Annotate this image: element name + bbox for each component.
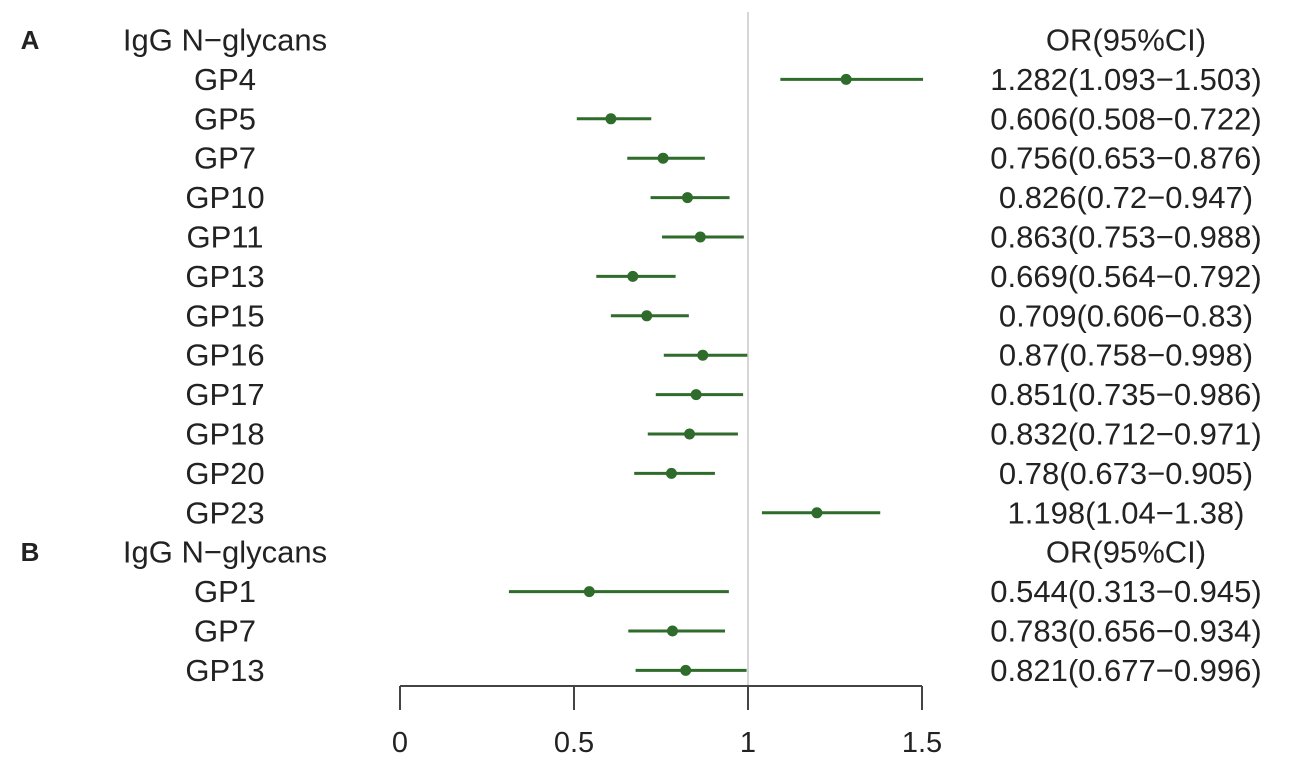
header-or-ci: OR(95%CI) [1046,23,1206,58]
or-point [684,428,696,440]
glycan-label: GP17 [185,377,264,412]
header-glycans: IgG N−glycans [123,23,327,58]
forest-row: GP1 0.544(0.313−0.945) [194,574,1262,609]
glycan-label: GP20 [185,456,264,491]
or-ci-label: 0.709(0.606−0.83) [999,298,1253,333]
or-point [583,586,595,598]
glycan-label: GP4 [194,62,256,97]
forest-row: GP7 0.783(0.656−0.934) [194,614,1262,649]
x-tick-label: 1.5 [902,727,942,759]
forest-row: GP18 0.832(0.712−0.971) [185,417,1261,452]
glycan-label: GP15 [185,298,264,333]
or-point [694,231,706,243]
or-point [605,113,617,125]
or-ci-label: 1.198(1.04−1.38) [1008,495,1245,530]
or-ci-label: 1.282(1.093−1.503) [990,62,1261,97]
or-point [811,507,823,519]
glycan-label: GP13 [185,259,264,294]
forest-row: GP13 0.669(0.564−0.792) [185,259,1261,294]
or-ci-label: 0.669(0.564−0.792) [990,259,1261,294]
glycan-label: GP13 [185,653,264,688]
or-ci-label: 0.863(0.753−0.988) [990,220,1261,255]
x-tick-label: 0 [392,727,408,759]
x-tick-label: 0.5 [554,727,594,759]
forest-row: GP13 0.821(0.677−0.996) [185,653,1261,688]
or-point [690,389,702,401]
forest-row: GP15 0.709(0.606−0.83) [185,298,1253,333]
or-point [681,192,693,204]
rows-layer: A IgG N−glycans OR(95%CI) GP4 1.282(1.093−1.… [21,23,1262,688]
or-point [666,625,678,637]
or-ci-label: 0.87(0.758−0.998) [999,338,1253,373]
forest-row: GP20 0.78(0.673−0.905) [185,456,1253,491]
x-axis: 0 0.5 1 1.5 [392,685,942,759]
or-point [665,467,677,479]
header-or-ci: OR(95%CI) [1046,535,1206,570]
glycan-label: GP18 [185,417,264,452]
panel-letter: B [21,537,40,567]
or-point [840,73,852,85]
or-ci-label: 0.832(0.712−0.971) [990,417,1261,452]
or-ci-label: 0.821(0.677−0.996) [990,653,1261,688]
or-ci-label: 0.544(0.313−0.945) [990,574,1261,609]
or-ci-label: 0.826(0.72−0.947) [999,180,1253,215]
glycan-label: GP11 [187,220,264,255]
or-point [697,349,709,361]
glycan-label: GP1 [194,574,256,609]
glycan-label: GP7 [194,141,256,176]
panel-letter: A [21,25,40,55]
or-ci-label: 0.756(0.653−0.876) [990,141,1261,176]
forest-row: GP10 0.826(0.72−0.947) [185,180,1253,215]
forest-row: GP5 0.606(0.508−0.722) [194,101,1262,136]
or-ci-label: 0.783(0.656−0.934) [990,614,1261,649]
header-glycans: IgG N−glycans [123,535,327,570]
panel-a: A IgG N−glycans OR(95%CI) GP4 1.282(1.093−1.… [21,23,1262,531]
glycan-label: GP23 [185,495,264,530]
or-ci-label: 0.851(0.735−0.986) [990,377,1261,412]
glycan-label: GP5 [194,101,256,136]
glycan-label: GP7 [194,614,256,649]
forest-row: GP7 0.756(0.653−0.876) [194,141,1262,176]
panel-b: B IgG N−glycans OR(95%CI) GP1 0.544(0.313−0.… [21,535,1262,688]
glycan-label: GP10 [185,180,264,215]
forest-row: GP23 1.198(1.04−1.38) [185,495,1244,530]
glycan-label: GP16 [185,338,264,373]
forest-row: GP11 0.863(0.753−0.988) [187,220,1262,255]
or-ci-label: 0.78(0.673−0.905) [999,456,1253,491]
or-point [657,152,669,164]
forest-row: GP16 0.87(0.758−0.998) [185,338,1253,373]
or-point [680,664,692,676]
forest-row: GP17 0.851(0.735−0.986) [185,377,1261,412]
or-point [627,270,639,282]
forest-row: GP4 1.282(1.093−1.503) [194,62,1262,97]
or-point [641,310,653,322]
x-tick-label: 1 [740,727,756,759]
or-ci-label: 0.606(0.508−0.722) [990,101,1261,136]
